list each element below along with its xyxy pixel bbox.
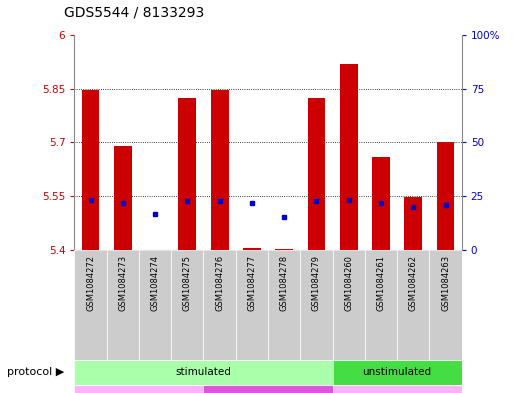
Bar — [74, 360, 332, 385]
Bar — [204, 385, 332, 393]
Bar — [268, 250, 300, 360]
Text: protocol ▶: protocol ▶ — [7, 367, 64, 377]
Text: GSM1084262: GSM1084262 — [409, 255, 418, 311]
Bar — [397, 250, 429, 360]
Text: GSM1084272: GSM1084272 — [86, 255, 95, 311]
Text: GSM1084278: GSM1084278 — [280, 255, 289, 311]
Text: GSM1084275: GSM1084275 — [183, 255, 192, 311]
Bar — [211, 90, 228, 250]
Text: GSM1084263: GSM1084263 — [441, 255, 450, 311]
Bar — [114, 146, 132, 250]
Bar — [332, 250, 365, 360]
Bar — [332, 360, 462, 385]
Text: GDS5544 / 8133293: GDS5544 / 8133293 — [64, 6, 204, 20]
Bar — [243, 248, 261, 250]
Text: GSM1084260: GSM1084260 — [344, 255, 353, 311]
Bar — [332, 385, 462, 393]
Bar — [300, 250, 332, 360]
Text: GSM1084273: GSM1084273 — [119, 255, 127, 311]
Bar — [171, 250, 204, 360]
Text: GSM1084277: GSM1084277 — [247, 255, 256, 311]
Text: GSM1084261: GSM1084261 — [377, 255, 385, 311]
Bar — [308, 98, 325, 250]
Bar — [404, 197, 422, 250]
Bar — [139, 250, 171, 360]
Bar — [107, 250, 139, 360]
Bar — [340, 64, 358, 250]
Bar — [275, 249, 293, 250]
Bar — [204, 250, 236, 360]
Text: GSM1084274: GSM1084274 — [151, 255, 160, 311]
Bar — [365, 250, 397, 360]
Bar — [74, 250, 107, 360]
Bar — [74, 385, 204, 393]
Bar — [437, 143, 455, 250]
Bar — [179, 98, 196, 250]
Text: stimulated: stimulated — [175, 367, 231, 377]
Bar — [82, 90, 100, 250]
Text: unstimulated: unstimulated — [363, 367, 432, 377]
Text: GSM1084279: GSM1084279 — [312, 255, 321, 311]
Bar — [372, 158, 390, 250]
Bar — [429, 250, 462, 360]
Bar — [236, 250, 268, 360]
Text: GSM1084276: GSM1084276 — [215, 255, 224, 311]
